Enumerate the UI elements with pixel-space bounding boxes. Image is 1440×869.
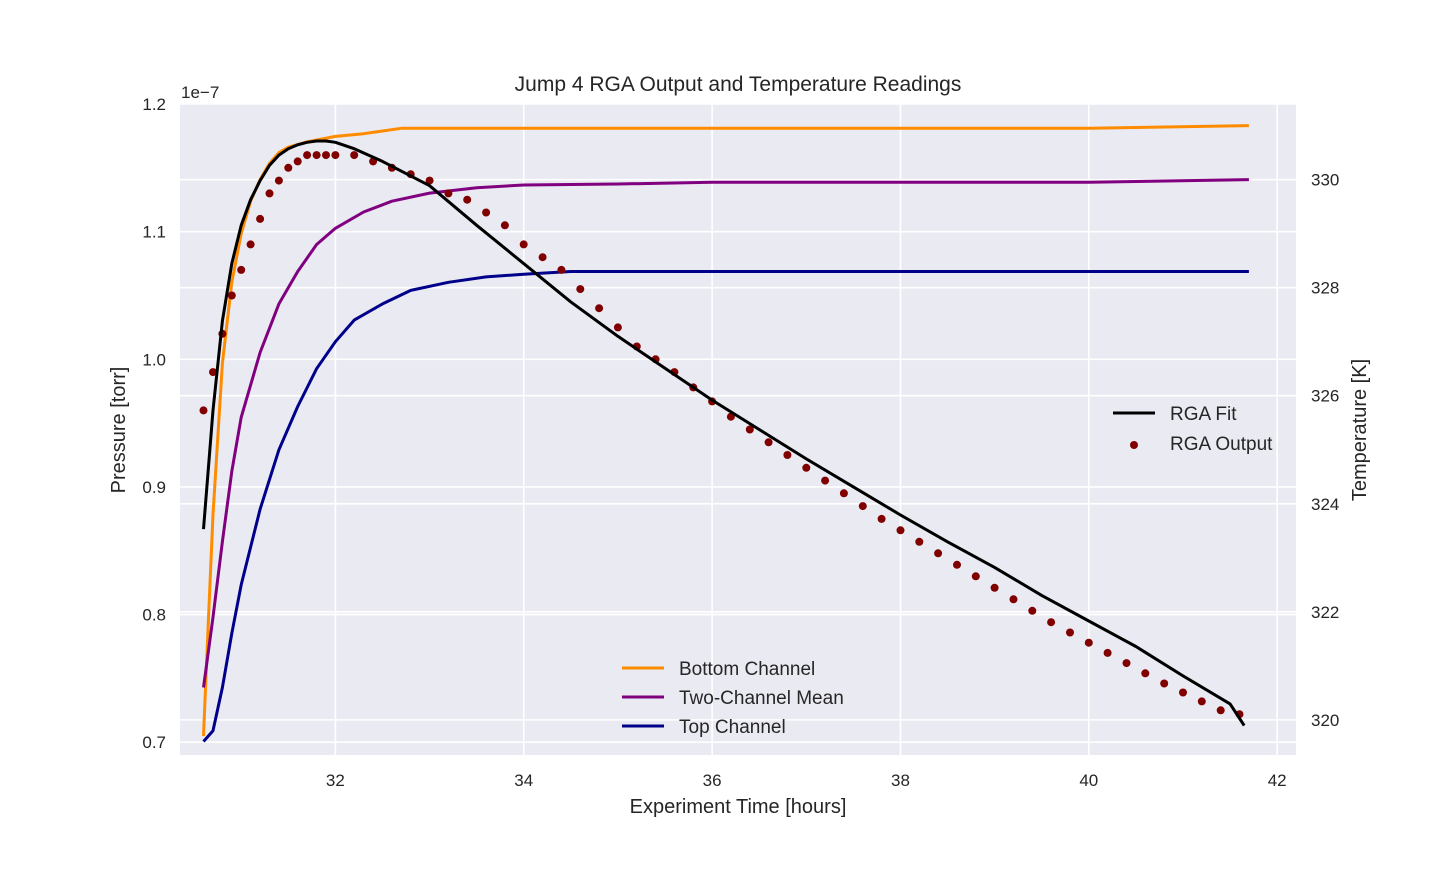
- legend-rga-output-label: RGA Output: [1170, 434, 1273, 455]
- rga-output-point: [444, 189, 453, 198]
- rga-output-point: [303, 151, 312, 160]
- rga-output-point: [877, 514, 886, 523]
- rga-output-point: [519, 240, 528, 249]
- rga-output-point: [802, 463, 811, 472]
- rga-output-point: [538, 253, 547, 262]
- y2-tick-label-5: 330: [1311, 171, 1339, 190]
- rga-output-point: [500, 221, 509, 230]
- rga-output-point: [1103, 648, 1112, 657]
- plot-background: [180, 104, 1296, 755]
- rga-output-point: [199, 406, 208, 415]
- rga-output-point: [576, 285, 585, 294]
- y-tick-label-2: 0.9: [142, 478, 166, 497]
- y-axis-offset-label: 1e−7: [181, 83, 219, 102]
- rga-output-point: [246, 240, 255, 249]
- rga-output-point: [764, 438, 773, 447]
- rga-output-point: [858, 502, 867, 511]
- rga-fit-line: [202, 139, 1246, 727]
- rga-output-point: [990, 583, 999, 592]
- rga-output-point: [1009, 595, 1018, 604]
- rga-output-point: [1028, 606, 1037, 615]
- rga-output-point: [1084, 638, 1093, 647]
- rga-output-point: [256, 214, 265, 223]
- rga-output-point: [312, 151, 321, 160]
- rga-output-point: [783, 451, 792, 459]
- rga-output-point: [1197, 697, 1206, 706]
- rga-output-point: [934, 549, 943, 558]
- rga-output-point: [1141, 669, 1150, 678]
- legend-rga-output-swatch: [1130, 441, 1138, 449]
- rga-output-point: [915, 537, 924, 546]
- legend-rga-fit-label: RGA Fit: [1170, 404, 1237, 425]
- legend-temperature: Bottom Channel Two-Channel Mean Top Chan…: [622, 659, 844, 738]
- y-tick-label-0: 0.7: [142, 733, 166, 752]
- rga-output-point: [425, 176, 434, 185]
- y2-tick-label-4: 328: [1311, 279, 1339, 298]
- x-tick-label-5: 42: [1268, 771, 1287, 790]
- rga-output-point: [1179, 688, 1187, 697]
- rga-output-point: [821, 476, 830, 485]
- rga-output-point: [350, 151, 359, 160]
- x-tick-label-2: 36: [703, 771, 722, 790]
- legend-two-channel-mean-label: Two-Channel Mean: [679, 688, 844, 709]
- rga-output-point: [284, 163, 293, 172]
- rga-output-points: [199, 151, 1244, 719]
- rga-output-point: [227, 291, 236, 300]
- y-tick-label-4: 1.1: [142, 223, 166, 242]
- rga-output-point: [1047, 618, 1056, 627]
- legend-top-channel-label: Top Channel: [679, 717, 786, 738]
- y-tick-label-5: 1.2: [142, 95, 166, 114]
- x-tick-label-1: 34: [514, 771, 533, 790]
- temperature-line-two-channel-mean: [202, 178, 1249, 688]
- x-tick-label-0: 32: [326, 771, 345, 790]
- y2-tick-label-3: 326: [1311, 387, 1339, 406]
- x-axis-label: Experiment Time [hours]: [630, 796, 847, 818]
- rga-output-point: [331, 151, 340, 160]
- x-tick-label-4: 40: [1079, 771, 1098, 790]
- y-tick-label-1: 0.8: [142, 606, 166, 625]
- chart-title: Jump 4 RGA Output and Temperature Readin…: [515, 73, 962, 96]
- legend-bottom-channel-label: Bottom Channel: [679, 659, 815, 680]
- rga-output-point: [557, 265, 566, 274]
- tick-labels: 32 34 36 38 40 42 0.7 0.8 0.9 1.0 1.1 1.2 320 322 324 3…: [142, 95, 1339, 790]
- rga-output-point: [265, 189, 274, 198]
- rga-output-point: [953, 560, 961, 569]
- y-axis-label: Pressure [torr]: [108, 367, 130, 494]
- series-layer: [199, 124, 1249, 743]
- y2-tick-label-0: 320: [1311, 711, 1339, 730]
- rga-output-point: [839, 489, 848, 498]
- rga-output-point: [1122, 659, 1131, 668]
- rga-output-point: [293, 157, 302, 166]
- y-tick-label-3: 1.0: [142, 350, 166, 369]
- rga-output-point: [1216, 706, 1225, 715]
- rga-output-point: [237, 265, 246, 274]
- rga-output-point: [613, 323, 622, 332]
- rga-output-point: [463, 195, 472, 204]
- rga-output-point: [322, 151, 330, 160]
- rga-output-point: [209, 368, 217, 377]
- y2-tick-label-2: 324: [1311, 495, 1339, 514]
- grid-lines: [180, 103, 1296, 755]
- rga-output-point: [1066, 628, 1074, 637]
- rga-output-point: [595, 304, 604, 313]
- temperature-line-top-channel: [202, 270, 1249, 743]
- rga-output-point: [482, 208, 491, 217]
- rga-output-point: [896, 526, 905, 535]
- rga-output-point: [745, 425, 754, 434]
- rga-output-point: [971, 572, 980, 581]
- y2-tick-label-1: 322: [1311, 603, 1339, 622]
- rga-output-point: [274, 176, 283, 185]
- y2-axis-label: Temperature [K]: [1349, 359, 1371, 501]
- legend-pressure: RGA Fit RGA Output: [1113, 404, 1273, 455]
- rga-output-point: [1160, 679, 1169, 688]
- x-tick-label-3: 38: [891, 771, 910, 790]
